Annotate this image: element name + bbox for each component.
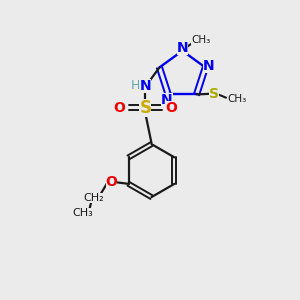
Text: CH₃: CH₃ <box>191 34 210 45</box>
Text: S: S <box>209 87 219 101</box>
Text: CH₃: CH₃ <box>227 94 247 104</box>
Text: O: O <box>106 176 117 189</box>
Text: S: S <box>139 99 151 117</box>
Text: H: H <box>131 79 141 92</box>
Text: N: N <box>203 59 215 73</box>
Text: N: N <box>140 79 151 93</box>
Text: N: N <box>177 41 188 56</box>
Text: O: O <box>165 101 177 115</box>
Text: O: O <box>113 101 125 115</box>
Text: N: N <box>161 93 172 107</box>
Text: CH₃: CH₃ <box>72 208 93 218</box>
Text: CH₂: CH₂ <box>83 193 104 203</box>
